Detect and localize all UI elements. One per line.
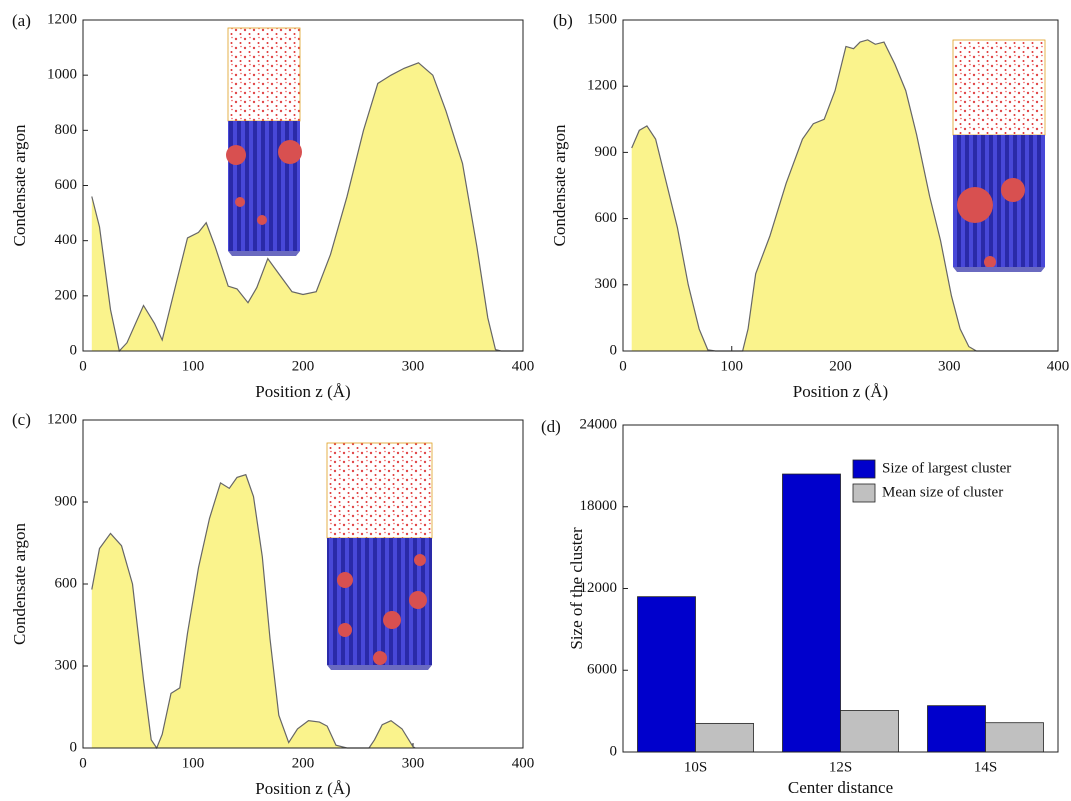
legend-label: Mean size of cluster <box>882 484 1003 500</box>
y-tick-label: 1000 <box>47 67 77 83</box>
x-tick-label: 200 <box>829 358 852 374</box>
x-axis-title: Center distance <box>788 778 893 797</box>
x-tick-label: 0 <box>79 755 87 771</box>
legend-swatch <box>852 459 876 479</box>
panel-label: (c) <box>12 410 31 429</box>
y-tick-label: 6000 <box>587 662 617 678</box>
area-line <box>631 39 1058 352</box>
inset-image <box>226 27 302 256</box>
bar <box>695 722 754 753</box>
x-tick-label: 100 <box>182 755 205 771</box>
inset-image <box>326 442 433 670</box>
area-line <box>91 473 416 750</box>
y-tick-label: 200 <box>55 287 78 303</box>
x-tick-label: 0 <box>619 358 627 374</box>
y-tick-label: 0 <box>610 342 618 358</box>
plot-frame <box>82 419 524 749</box>
x-tick-label: 400 <box>512 358 535 374</box>
y-tick-label: 600 <box>595 210 618 226</box>
y-tick-label: 1200 <box>47 11 77 27</box>
bar <box>840 710 899 753</box>
area-fill <box>631 39 1058 352</box>
y-tick-label: 12000 <box>580 580 618 596</box>
x-tick-label: 300 <box>402 755 425 771</box>
y-tick-label: 0 <box>70 342 78 358</box>
x-tick-label: 400 <box>1047 358 1070 374</box>
y-tick-label: 300 <box>55 657 78 673</box>
y-tick-label: 0 <box>70 739 78 755</box>
panel: (c) Condensate argon Position z (Å) 0 300 600… <box>10 410 534 798</box>
x-tick-label: 100 <box>721 358 744 374</box>
area-fill <box>91 474 416 748</box>
x-tick-label: 400 <box>512 755 535 771</box>
legend-label: Size of largest cluster <box>882 460 1011 476</box>
y-axis-title: Size of the cluster <box>567 527 586 650</box>
y-tick-label: 18000 <box>580 498 618 514</box>
y-tick-label: 1200 <box>47 411 77 427</box>
x-tick-label: 100 <box>182 358 205 374</box>
legend-swatch <box>852 483 876 503</box>
plot-frame <box>82 19 524 352</box>
x-tick-label: 14S <box>974 759 997 775</box>
x-axis-title: Position z (Å) <box>255 382 350 401</box>
plot-frame <box>622 19 1059 352</box>
plot-frame <box>622 424 1059 753</box>
x-axis-title: Position z (Å) <box>793 382 888 401</box>
x-axis-title: Position z (Å) <box>255 779 350 798</box>
x-tick-label: 10S <box>684 759 707 775</box>
y-tick-label: 0 <box>610 743 618 759</box>
y-tick-label: 600 <box>55 575 78 591</box>
y-tick-label: 600 <box>55 177 78 193</box>
y-tick-label: 900 <box>595 144 618 160</box>
y-tick-label: 1500 <box>587 11 617 27</box>
y-axis-title: Condensate argon <box>10 523 29 645</box>
x-tick-label: 0 <box>79 358 87 374</box>
inset-image <box>952 39 1046 272</box>
y-tick-label: 1200 <box>587 78 617 94</box>
y-tick-label: 24000 <box>580 416 618 432</box>
bar <box>782 473 841 753</box>
x-tick-label: 300 <box>402 358 425 374</box>
panel-label: (d) <box>541 417 561 436</box>
y-tick-label: 400 <box>55 232 78 248</box>
x-tick-label: 200 <box>292 358 315 374</box>
bar <box>985 722 1044 753</box>
panel: (b) Condensate argon Position z (Å) 0 300 600… <box>550 11 1069 401</box>
y-tick-label: 800 <box>55 122 78 138</box>
x-tick-label: 12S <box>829 759 852 775</box>
panel: (a) Condensate argon Position z (Å) 0 200 400… <box>10 11 534 401</box>
area-fill <box>91 62 524 352</box>
x-tick-label: 300 <box>938 358 961 374</box>
y-axis-title: Condensate argon <box>10 124 29 246</box>
panel: (d) Size of the cluster Center distance 0 60… <box>541 416 1059 797</box>
area-line <box>91 62 523 353</box>
bar <box>637 596 696 753</box>
bar <box>927 705 986 753</box>
y-tick-label: 900 <box>55 493 78 509</box>
panel-label: (a) <box>12 11 31 30</box>
x-tick-label: 200 <box>292 755 315 771</box>
y-tick-label: 300 <box>595 276 618 292</box>
y-axis-title: Condensate argon <box>550 124 569 246</box>
panel-label: (b) <box>553 11 573 30</box>
